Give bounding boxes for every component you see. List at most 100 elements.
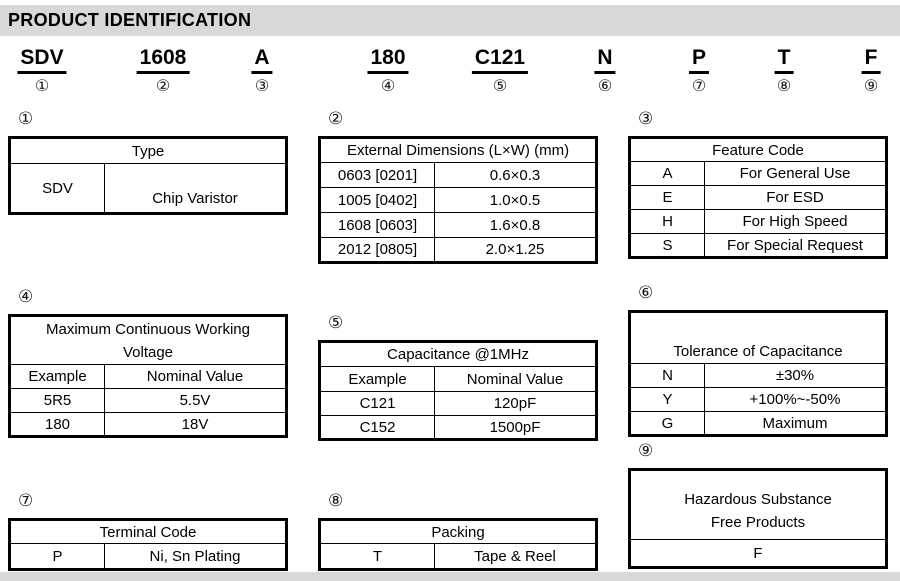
part-segment-type: SDV ① — [17, 46, 67, 96]
table-row: External Dimensions (L×W) (mm) — [319, 137, 597, 163]
column-header: Example — [9, 364, 105, 389]
code-cell: A — [629, 161, 705, 186]
value-cell: 1500pF — [434, 415, 597, 440]
table-row: T Tape & Reel — [319, 543, 597, 570]
table-row: Tolerance of Capacitance — [629, 311, 887, 364]
table-row: Example Nominal Value — [319, 366, 597, 392]
code-cell: Y — [629, 387, 705, 412]
value-cell: +100%~-50% — [704, 387, 887, 412]
value-cell: Ni, Sn Plating — [104, 543, 287, 570]
section-working-voltage: ④ Maximum Continuous Working Voltage Exa… — [8, 286, 288, 438]
table-row: 1005 [0402] 1.0×0.5 — [319, 187, 597, 213]
column-header: Nominal Value — [104, 364, 287, 389]
segment-ref-circled-5: ⑤ — [492, 78, 508, 95]
value-cell: 2.0×1.25 — [434, 237, 597, 263]
tolerance-table: Tolerance of Capacitance N ±30% Y +100%~… — [628, 310, 888, 437]
segment-ref-circled-2: ② — [155, 78, 171, 95]
code-cell: 1005 [0402] — [319, 187, 435, 213]
table-row: F — [629, 539, 887, 568]
part-segment-tolerance: N ⑥ — [594, 46, 616, 96]
table-row: N ±30% — [629, 363, 887, 388]
part-segment-feature: A ③ — [251, 46, 273, 96]
section-ref-circled-2: ② — [328, 109, 344, 128]
part-segment-packing: T ⑧ — [774, 46, 794, 96]
part-segment-capacitance: C121 ⑤ — [471, 46, 529, 96]
segment-code: 1608 — [136, 46, 190, 74]
section-ref-circled-9: ⑨ — [638, 441, 654, 460]
value-cell: For ESD — [704, 185, 887, 210]
segment-ref-circled-6: ⑥ — [597, 78, 613, 95]
code-cell: P — [9, 543, 105, 570]
code-cell: T — [319, 543, 435, 570]
value-cell: 5.5V — [104, 388, 287, 413]
section-tolerance: ⑥ Tolerance of Capacitance N ±30% Y +100… — [628, 282, 888, 437]
dimensions-table: External Dimensions (L×W) (mm) 0603 [020… — [318, 136, 598, 264]
code-cell: 2012 [0805] — [319, 237, 435, 263]
hazardous-substance-free-table: Hazardous Substance Free Products F — [628, 468, 888, 569]
segment-code: SDV — [17, 46, 67, 74]
table-row: G Maximum — [629, 411, 887, 436]
value-cell: 1.6×0.8 — [434, 212, 597, 238]
value-cell: Tape & Reel — [434, 543, 597, 570]
section-hazardous-substance-free: ⑨ Hazardous Substance Free Products F — [628, 440, 888, 569]
value-cell: 120pF — [434, 391, 597, 416]
table-row: H For High Speed — [629, 209, 887, 234]
segment-ref-circled-8: ⑧ — [776, 78, 792, 95]
value-cell: Maximum — [704, 411, 887, 436]
section-ref-circled-6: ⑥ — [638, 283, 654, 302]
table-title: Type — [9, 137, 287, 164]
part-segment-terminal: P ⑦ — [688, 46, 710, 96]
table-title: Tolerance of Capacitance — [629, 311, 887, 364]
packing-table: Packing T Tape & Reel — [318, 518, 598, 571]
code-cell: G — [629, 411, 705, 436]
segment-code: N — [594, 46, 616, 74]
table-row: P Ni, Sn Plating — [9, 543, 287, 570]
code-cell: N — [629, 363, 705, 388]
section-dimensions: ② External Dimensions (L×W) (mm) 0603 [0… — [318, 108, 598, 264]
part-segment-size: 1608 ② — [136, 46, 190, 96]
table-row: Terminal Code — [9, 519, 287, 544]
column-header: Example — [319, 366, 435, 392]
code-cell: F — [629, 539, 887, 568]
code-cell: H — [629, 209, 705, 234]
part-segment-voltage: 180 ④ — [367, 46, 409, 96]
code-cell: SDV — [9, 163, 105, 214]
section-ref-circled-1: ① — [18, 109, 34, 128]
code-cell: E — [629, 185, 705, 210]
feature-code-table: Feature Code A For General Use E For ESD… — [628, 136, 888, 259]
table-row: Type — [9, 137, 287, 164]
code-cell: S — [629, 233, 705, 258]
table-row: S For Special Request — [629, 233, 887, 258]
segment-code: A — [251, 46, 273, 74]
table-row: 1608 [0603] 1.6×0.8 — [319, 212, 597, 238]
table-row: Example Nominal Value — [9, 364, 287, 389]
table-row: 0603 [0201] 0.6×0.3 — [319, 162, 597, 188]
value-cell: 18V — [104, 412, 287, 437]
value-cell: Chip Varistor — [104, 163, 287, 214]
table-row: Maximum Continuous Working Voltage — [9, 315, 287, 365]
segment-ref-circled-4: ④ — [380, 78, 396, 95]
value-cell: ±30% — [704, 363, 887, 388]
table-title: Maximum Continuous Working Voltage — [9, 315, 287, 365]
table-title: Terminal Code — [9, 519, 287, 544]
table-row: 2012 [0805] 2.0×1.25 — [319, 237, 597, 263]
segment-code: C121 — [471, 46, 529, 74]
table-title: External Dimensions (L×W) (mm) — [319, 137, 597, 163]
table-title: Hazardous Substance Free Products — [629, 469, 887, 540]
table-title-text: Hazardous Substance Free Products — [684, 491, 832, 531]
segment-code: 180 — [367, 46, 409, 74]
value-cell: For General Use — [704, 161, 887, 186]
table-title: Packing — [319, 519, 597, 544]
value-cell: 0.6×0.3 — [434, 162, 597, 188]
part-segment-hsf: F ⑨ — [861, 46, 881, 96]
segment-ref-circled-7: ⑦ — [691, 78, 707, 95]
code-cell: 180 — [9, 412, 105, 437]
table-title: Capacitance @1MHz — [319, 341, 597, 367]
segment-ref-circled-9: ⑨ — [863, 78, 879, 95]
value-cell: For High Speed — [704, 209, 887, 234]
section-capacitance: ⑤ Capacitance @1MHz Example Nominal Valu… — [318, 312, 598, 441]
table-row: Capacitance @1MHz — [319, 341, 597, 367]
table-row: C152 1500pF — [319, 415, 597, 440]
value-cell: 1.0×0.5 — [434, 187, 597, 213]
